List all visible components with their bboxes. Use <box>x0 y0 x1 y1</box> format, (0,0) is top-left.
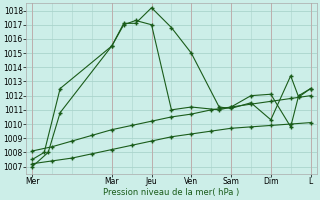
X-axis label: Pression niveau de la mer( hPa ): Pression niveau de la mer( hPa ) <box>103 188 240 197</box>
